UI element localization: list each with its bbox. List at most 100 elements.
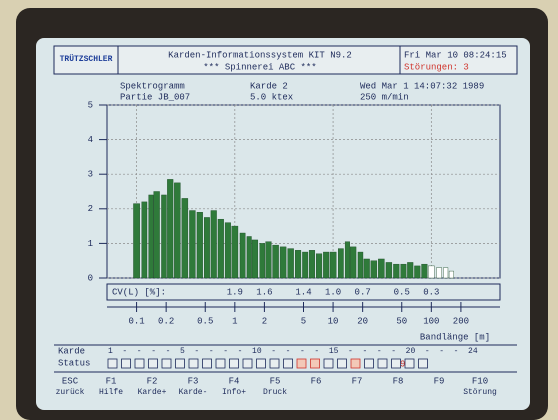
cv-label: CV(L) [%]:	[112, 287, 166, 297]
key-action[interactable]: Karde+	[138, 388, 167, 397]
y-tick-label: 1	[88, 239, 93, 249]
key-name[interactable]: F3	[188, 376, 199, 386]
y-tick-label: 3	[88, 170, 93, 180]
status-box[interactable]	[135, 359, 144, 368]
key-name[interactable]: F10	[472, 376, 488, 386]
bar	[142, 202, 147, 278]
bar	[309, 250, 315, 278]
bar	[252, 240, 258, 278]
status-box[interactable]	[216, 359, 225, 368]
key-name[interactable]: F7	[352, 376, 363, 386]
status-box[interactable]	[162, 359, 171, 368]
bar	[232, 226, 238, 278]
bar	[407, 262, 413, 278]
alarms: Störungen: 3	[404, 62, 469, 72]
key-name[interactable]: F2	[147, 376, 158, 386]
status-box[interactable]	[189, 359, 198, 368]
x-tick-label: 0.5	[197, 316, 213, 326]
status-box[interactable]	[203, 359, 212, 368]
bar	[133, 204, 139, 278]
bar	[211, 211, 217, 278]
y-tick-label: 0	[88, 273, 93, 283]
status-box[interactable]	[176, 359, 185, 368]
status-box[interactable]	[297, 359, 306, 368]
cv-value: 1.9	[227, 287, 243, 297]
x-axis-label: Bandlänge [m]	[420, 332, 490, 342]
timestamp: Wed Mar 1 14:07:32 1989	[360, 81, 484, 91]
key-name[interactable]: ESC	[62, 376, 79, 386]
key-name[interactable]: F4	[229, 376, 240, 386]
status-box[interactable]	[365, 359, 374, 368]
status-box[interactable]	[270, 359, 279, 368]
bar	[260, 243, 265, 278]
status-box[interactable]	[122, 359, 131, 368]
y-tick-label: 2	[88, 204, 93, 214]
key-action[interactable]: Info+	[222, 388, 246, 397]
key-action[interactable]: Störung	[463, 388, 497, 397]
bar	[316, 254, 322, 278]
key-action[interactable]: Druck	[263, 388, 287, 397]
status-box[interactable]	[419, 359, 428, 368]
status-box[interactable]	[351, 359, 360, 368]
status-box[interactable]	[149, 359, 158, 368]
bar	[302, 252, 307, 278]
cv-value: 1.0	[325, 287, 341, 297]
key-action[interactable]: Karde-	[179, 388, 208, 397]
status-box[interactable]	[230, 359, 239, 368]
y-tick-label: 4	[88, 135, 93, 145]
bar	[280, 247, 286, 278]
key-action[interactable]: Hilfe	[99, 388, 123, 397]
bar	[364, 259, 370, 278]
bar	[350, 247, 356, 278]
status-box[interactable]	[338, 359, 347, 368]
card: Karde 2	[250, 81, 288, 91]
bar	[358, 252, 363, 278]
card-label: Karde	[58, 346, 85, 356]
bar	[154, 192, 160, 279]
key-name[interactable]: F1	[106, 376, 117, 386]
y-tick-label: 5	[88, 100, 93, 110]
key-name[interactable]: F9	[434, 376, 445, 386]
status-box[interactable]	[108, 359, 117, 368]
bar	[323, 252, 329, 278]
site-title: *** Spinnerei ABC ***	[203, 62, 316, 72]
bar	[378, 259, 384, 278]
logo: TRÜTZSCHLER	[60, 55, 113, 64]
status-box[interactable]	[284, 359, 293, 368]
screenshot: TRÜTZSCHLER Karden-Informationssystem KI…	[0, 0, 558, 420]
key-name[interactable]: F5	[270, 376, 281, 386]
x-tick-label: 100	[423, 316, 439, 326]
status-box[interactable]	[311, 359, 320, 368]
bar	[414, 266, 420, 278]
status-box[interactable]	[257, 359, 266, 368]
key-action[interactable]: zurück	[56, 388, 85, 397]
status-box[interactable]	[378, 359, 387, 368]
x-tick-label: 2	[262, 316, 267, 326]
bar	[197, 212, 203, 278]
bar	[338, 249, 343, 278]
lot: Partie JB_007	[120, 92, 190, 102]
bar	[345, 242, 350, 278]
bar	[443, 268, 448, 278]
bar	[240, 233, 245, 278]
speed: 250 m/min	[360, 92, 409, 102]
status-box[interactable]	[392, 359, 401, 368]
bar	[393, 264, 399, 278]
key-name[interactable]: F8	[393, 376, 404, 386]
cv-value: 0.5	[394, 287, 410, 297]
x-tick-label: 5	[301, 316, 306, 326]
bar	[247, 236, 252, 278]
status-label: Status	[58, 358, 90, 368]
bar	[218, 219, 224, 278]
bar	[167, 179, 173, 278]
bar	[266, 242, 272, 278]
bar	[386, 262, 392, 278]
key-name[interactable]: F6	[311, 376, 322, 386]
cv-value: 1.4	[295, 287, 311, 297]
status-box[interactable]	[324, 359, 333, 368]
status-box[interactable]	[405, 359, 414, 368]
card-numbers: 1 - - - - 5 - - - - 10 - - - - 15 - - - …	[108, 347, 478, 356]
status-box[interactable]	[243, 359, 252, 368]
bar	[371, 261, 377, 278]
cv-value: 0.7	[355, 287, 371, 297]
